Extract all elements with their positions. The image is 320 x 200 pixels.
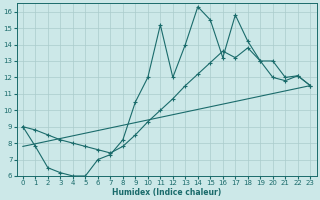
X-axis label: Humidex (Indice chaleur): Humidex (Indice chaleur) [112, 188, 221, 197]
